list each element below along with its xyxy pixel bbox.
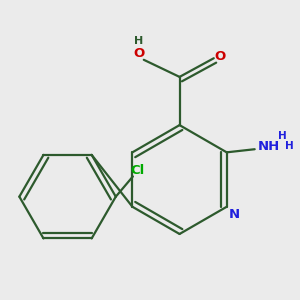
Text: NH: NH [258,140,280,153]
Text: O: O [134,47,145,60]
Text: H: H [278,131,287,141]
Text: H: H [134,35,144,46]
Text: N: N [229,208,240,221]
Text: Cl: Cl [130,164,145,177]
Text: O: O [214,50,226,63]
Text: H: H [284,141,293,151]
